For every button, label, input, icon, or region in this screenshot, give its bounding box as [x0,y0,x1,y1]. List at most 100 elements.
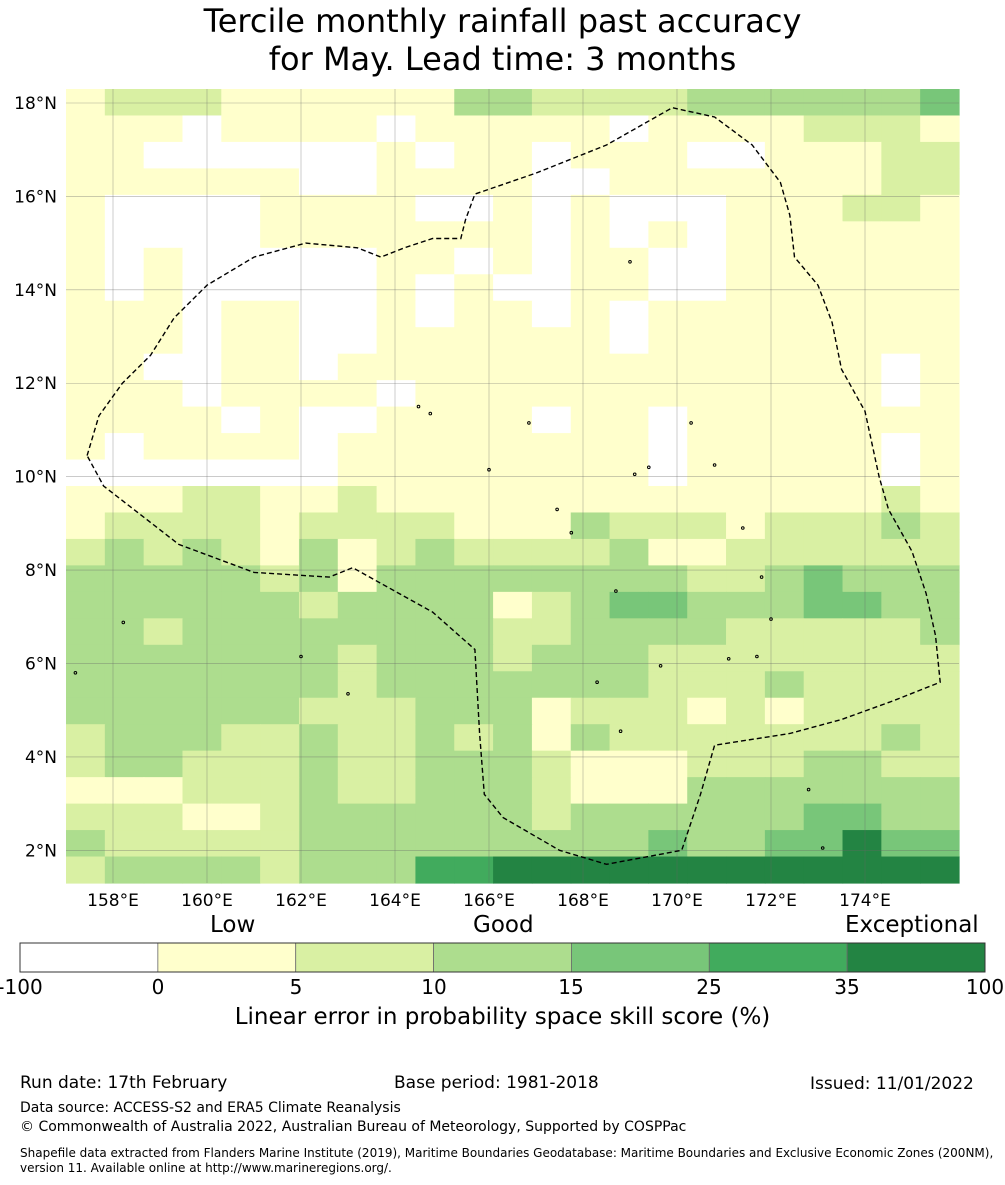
grid-cell [66,777,106,805]
grid-cell [182,327,222,355]
grid-cell [881,221,921,249]
grid-cell [260,89,300,117]
grid-cell [764,486,805,514]
grid-cell [143,353,184,381]
grid-cell [493,538,533,566]
grid-cell [337,141,378,169]
grid-cell [570,353,611,381]
grid-cell [687,777,727,805]
lat-tick-label: 14°N [14,281,57,301]
grid-cell [182,141,222,169]
grid-cell [764,644,805,672]
lon-tick-label: 158°E [87,891,139,911]
colorbar-frame [19,942,986,973]
grid-cell [66,830,106,858]
grid-cell [337,406,378,434]
grid-cell [337,459,378,487]
grid-cell [493,327,533,355]
colorbar-tick: 10 [421,975,447,999]
grid-cell [726,591,766,619]
grid-cell [842,433,882,461]
grid-cell [415,247,455,275]
grid-cell [260,274,300,302]
grid-cell [764,538,805,566]
grid-cell [143,724,184,752]
grid-cell [182,274,222,302]
grid-cell [182,115,222,143]
grid-cell [454,803,494,831]
grid-cell [104,194,145,222]
island-outline [595,680,599,685]
grid-cell [764,591,805,619]
colorbar-segment [295,942,434,973]
grid-cell [376,830,417,858]
grid-cell [842,406,882,434]
grid-cell [66,486,106,514]
grid-cell [920,168,960,196]
grid-cell [221,671,261,699]
grid-cell [454,353,494,381]
grid-cell [531,115,572,143]
grid-cell [493,486,533,514]
grid-cell [920,300,960,328]
grid-cell [609,274,649,302]
grid-cell [415,803,455,831]
grid-cell [66,406,106,434]
grid-cell [143,512,184,540]
grid-cell [842,141,882,169]
grid-cell [298,194,339,222]
grid-cell [881,856,921,884]
graticule [66,89,959,883]
grid-cell [454,724,494,752]
grid-cell [648,194,688,222]
grid-cell [764,327,805,355]
grid-cell [182,750,222,778]
grid-cell [687,459,727,487]
island-outline [647,465,651,470]
grid-cell [803,247,844,275]
grid-cell [687,618,727,646]
grid-cell [221,618,261,646]
grid-cell [143,406,184,434]
grid-cell [143,856,184,884]
longitude-labels: 158°E 160°E 162°E 164°E 166°E 168°E 170°E 172°E… [87,891,891,911]
grid-cell [260,433,300,461]
grid-cell [376,433,417,461]
grid-cell [66,247,106,275]
grid-cell [143,750,184,778]
grid-cell [143,830,184,858]
grid-cell [726,274,766,302]
grid-cell [726,512,766,540]
grid-cell [881,538,921,566]
lon-tick-label: 160°E [181,891,233,911]
grid-cell [454,512,494,540]
grid-cell [570,565,611,593]
grid-cell [298,671,339,699]
grid-cell [570,697,611,725]
grid-cell [493,300,533,328]
lat-tick-label: 2°N [25,841,57,861]
grid-cell [648,247,688,275]
grid-cell [104,591,145,619]
grid-cell [842,697,882,725]
grid-cell [920,538,960,566]
grid-cell [454,274,494,302]
grid-cell [182,777,222,805]
grid-cell [221,274,261,302]
grid-cell [104,89,145,117]
grid-cell [221,750,261,778]
grid-cell [337,89,378,117]
grid-cell [260,750,300,778]
grid-cell [842,777,882,805]
grid-cell [104,433,145,461]
grid-cell [648,89,688,117]
grid-cell [66,89,106,117]
grid-cell [609,671,649,699]
grid-cell [803,274,844,302]
grid-cell [260,538,300,566]
grid-cell [66,327,106,355]
grid-cell [260,380,300,408]
grid-cell [337,830,378,858]
grid-cell [493,221,533,249]
grid-cell [182,697,222,725]
